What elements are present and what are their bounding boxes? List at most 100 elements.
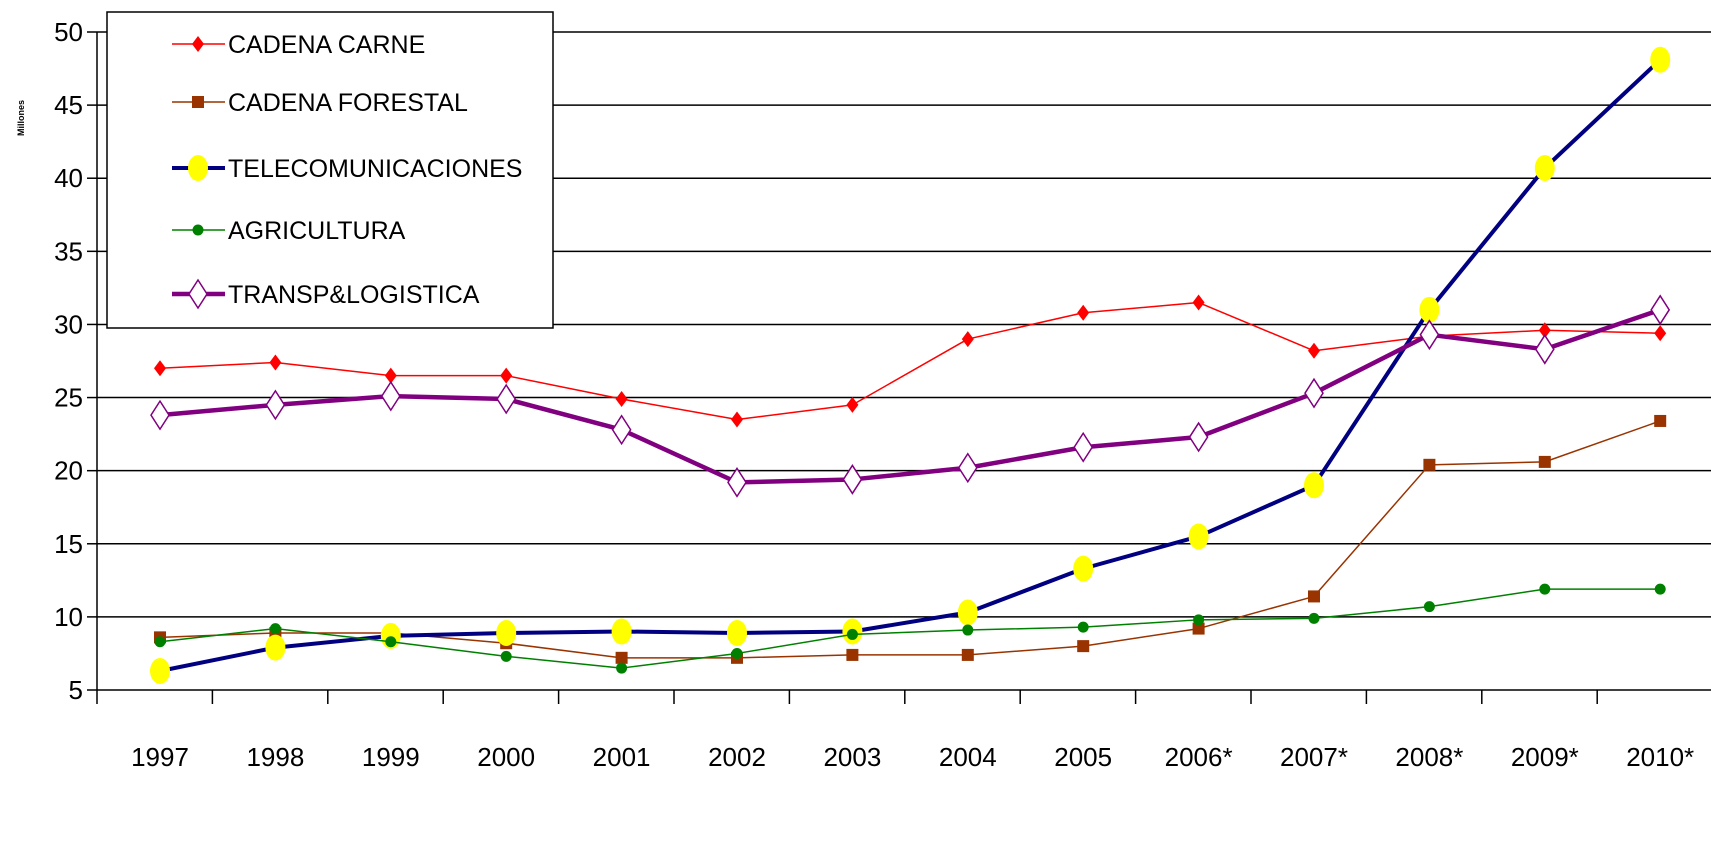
data-point-telecomunicaciones [496,619,517,646]
data-point-telecomunicaciones [611,618,632,645]
data-point-agricultura [846,628,858,640]
data-point-agricultura [500,650,512,662]
y-tick-label: 15 [54,529,83,559]
x-tick-label: 2006* [1165,742,1233,772]
legend-label: TRANSP&LOGISTICA [228,281,480,309]
data-point-cadena-forestal [846,648,859,661]
series-line-transp-logistica [159,307,1661,485]
x-tick-label: 2007* [1280,742,1348,772]
x-tick-label: 2009* [1511,742,1579,772]
series-line-agricultura [159,588,1661,669]
data-point-cadena-forestal [961,648,974,661]
x-tick-label: 2001 [593,742,651,772]
x-tick-label: 2005 [1054,742,1112,772]
legend-item-agricultura: AGRICULTURA [172,217,406,245]
x-tick-label: 2003 [823,742,881,772]
x-tick-label: 2002 [708,742,766,772]
data-point-telecomunicaciones [1534,154,1555,181]
legend-label: CADENA CARNE [228,31,425,59]
series-agricultura [154,583,1666,674]
data-point-agricultura [269,623,281,635]
legend-label: CADENA FORESTAL [228,89,468,117]
data-point-transp-logistica [842,464,863,495]
y-tick-label: 40 [54,163,83,193]
data-point-cadena-forestal [1654,414,1667,427]
data-point-telecomunicaciones [1073,555,1094,582]
x-tick-label: 1999 [362,742,420,772]
data-point-telecomunicaciones [1419,296,1440,323]
data-point-cadena-carne [154,360,166,377]
y-tick-label: 5 [69,675,83,705]
data-point-agricultura [1193,614,1205,626]
y-tick-label: 10 [54,602,83,632]
data-point-cadena-carne [1654,325,1667,342]
data-point-cadena-carne [731,411,743,428]
x-tick-label: 2004 [939,742,997,772]
legend-marker [192,224,204,236]
data-point-transp-logistica [611,414,632,446]
y-tick-label: 50 [54,17,83,47]
data-point-transp-logistica [1073,431,1094,463]
data-point-cadena-carne [1192,294,1205,311]
axes [96,32,1711,704]
data-point-agricultura [154,636,166,648]
data-point-agricultura [962,624,974,636]
data-point-cadena-forestal [1423,458,1436,471]
y-tick-label: 20 [54,456,83,486]
data-point-cadena-carne [384,367,397,384]
data-point-cadena-forestal [1308,590,1320,603]
data-point-telecomunicaciones [150,657,170,684]
data-point-cadena-carne [1077,304,1090,321]
y-tick-label: 35 [54,236,83,266]
series-transp-logistica [150,294,1671,498]
data-point-transp-logistica [150,399,170,431]
legend: CADENA CARNE CADENA FORESTAL TELECOMUNICAC… [106,11,554,329]
data-point-cadena-forestal [1538,455,1551,468]
data-point-transp-logistica [1304,377,1324,409]
data-point-telecomunicaciones [1650,46,1671,73]
data-point-telecomunicaciones [265,634,286,661]
data-point-agricultura [1539,583,1551,595]
data-point-cadena-carne [500,367,513,384]
data-point-agricultura [616,662,628,674]
data-point-transp-logistica [496,383,517,415]
y-tick-labels: 5 10 15 20 25 30 35 40 45 50 [54,17,83,705]
data-point-cadena-carne [846,396,859,413]
x-tick-label: 1998 [246,742,304,772]
data-point-cadena-forestal [1192,622,1205,635]
legend-marker [192,96,204,108]
data-point-cadena-carne [615,391,628,408]
x-tick-label: 2000 [477,742,535,772]
data-point-transp-logistica [727,466,747,498]
legend-item-cadena-carne: CADENA CARNE [172,31,425,59]
legend-marker [188,155,208,181]
legend-label: AGRICULTURA [228,217,406,245]
x-tick-labels: 1997 1998 1999 2000 2001 2002 2003 2004 2005 2006… [131,742,1694,772]
x-tick-label: 1997 [131,742,189,772]
y-tick-label: 45 [54,90,83,120]
data-point-agricultura [731,647,743,659]
y-tick-label: 30 [54,309,83,339]
legend-item-telecomunicaciones: TELECOMUNICACIONES [172,155,522,183]
legend-marker [192,36,204,52]
data-point-cadena-forestal [1077,640,1090,653]
data-point-cadena-carne [269,354,282,371]
data-point-cadena-forestal [615,651,628,664]
data-point-cadena-carne [1308,342,1320,359]
data-point-agricultura [385,636,397,648]
legend-marker [188,278,208,310]
series-group [150,46,1671,684]
y-axis-label: Millones [16,100,26,136]
legend-label: TELECOMUNICACIONES [228,155,522,183]
data-point-agricultura [1654,583,1666,595]
data-point-telecomunicaciones [1304,472,1324,499]
x-tick-label: 2010* [1626,742,1694,772]
data-point-agricultura [1308,612,1320,624]
legend-item-cadena-forestal: CADENA FORESTAL [172,89,468,117]
data-point-telecomunicaciones [957,599,978,626]
data-point-cadena-carne [1538,322,1551,339]
y-tick-label: 25 [54,383,83,413]
x-tick-label: 2008* [1395,742,1463,772]
data-point-transp-logistica [265,389,286,421]
data-point-transp-logistica [1419,319,1440,351]
